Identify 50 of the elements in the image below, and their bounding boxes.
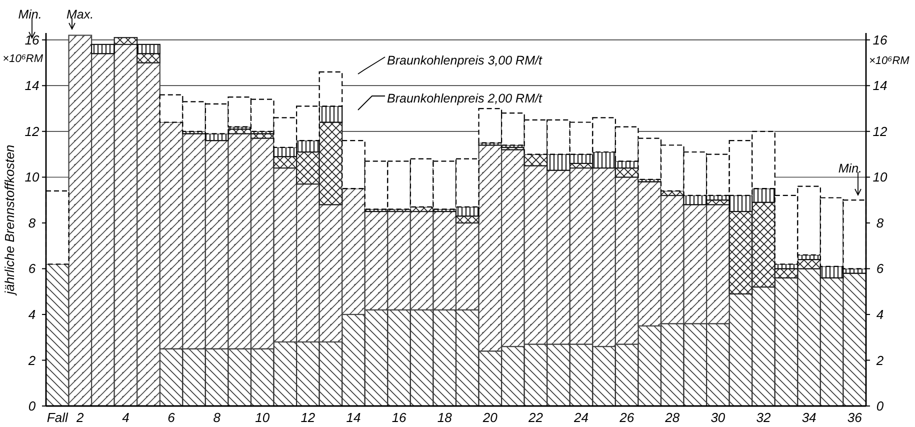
y-tick-label: 2 xyxy=(27,352,36,368)
y-tick-label: 6 xyxy=(28,261,36,276)
y2-tick-label: 10 xyxy=(872,170,888,185)
y2-tick-label: 6 xyxy=(876,261,884,276)
y-tick-label: 14 xyxy=(24,78,40,94)
y2-tick-label: 12 xyxy=(872,124,888,139)
x-tick-label: 28 xyxy=(664,410,680,425)
text: Min. xyxy=(18,7,42,22)
x-tick-label: 30 xyxy=(710,410,726,425)
annotation: Braunkohlenpreis 3,00 RM/t xyxy=(387,53,542,68)
x-tick-label: 8 xyxy=(213,410,222,425)
x-tick-label: 34 xyxy=(802,410,816,425)
bar xyxy=(318,106,343,123)
x-tick-label: 14 xyxy=(346,410,361,425)
annotation: Min. xyxy=(838,161,862,176)
bar xyxy=(136,44,160,54)
bar xyxy=(136,53,160,64)
y-tick-label: 0 xyxy=(28,398,36,414)
x-tick-label: 12 xyxy=(300,410,316,425)
x-tick-label: Fall xyxy=(46,410,69,425)
y-axis-title: jährliche Brennstoffkosten xyxy=(2,144,17,296)
y-tick-label: 4 xyxy=(28,307,36,322)
y-tick-label: 8 xyxy=(28,215,36,230)
y-tick-label: 16 xyxy=(24,32,40,48)
y-tick-label: 10 xyxy=(24,170,40,185)
x-tick-label: 20 xyxy=(482,410,498,425)
x-tick-label: 24 xyxy=(573,410,589,425)
x-tick-label: 4 xyxy=(122,410,130,425)
y2-tick-label: 8 xyxy=(876,215,884,230)
y2-tick-label: 14 xyxy=(872,78,888,94)
y-tick-label: 12 xyxy=(24,124,40,139)
x-tick-label: 6 xyxy=(168,410,176,425)
x-tick-label: 22 xyxy=(527,410,544,425)
y2-tick-label: 0 xyxy=(876,398,884,414)
bar xyxy=(91,44,115,54)
text: ×10⁶RM xyxy=(2,52,44,65)
y2-tick-label: 2 xyxy=(875,352,884,368)
x-tick-label: 10 xyxy=(255,410,270,425)
x-tick-label: 18 xyxy=(437,410,453,425)
x-tick-label: 16 xyxy=(392,410,408,425)
x-tick-label: 2 xyxy=(76,410,85,425)
annotation: Braunkohlenpreis 2,00 RM/t xyxy=(387,91,542,106)
text: ×10⁶RM xyxy=(869,54,910,67)
text: Max. xyxy=(66,7,94,22)
bar xyxy=(204,133,229,142)
x-tick-label: 32 xyxy=(756,410,772,425)
y2-tick-label: 16 xyxy=(872,32,888,48)
y2-tick-label: 4 xyxy=(876,307,884,322)
x-tick-label: 36 xyxy=(847,410,863,425)
x-tick-label: 26 xyxy=(618,410,635,425)
